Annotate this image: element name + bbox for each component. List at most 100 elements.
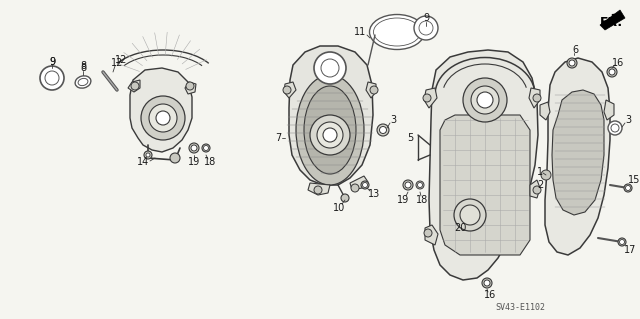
Circle shape: [380, 127, 387, 133]
Circle shape: [321, 59, 339, 77]
Polygon shape: [600, 10, 625, 30]
Circle shape: [314, 52, 346, 84]
Circle shape: [370, 86, 378, 94]
Circle shape: [146, 153, 150, 157]
Polygon shape: [350, 176, 368, 190]
Text: 7: 7: [275, 133, 281, 143]
Text: 11: 11: [354, 27, 366, 37]
Text: 10: 10: [333, 203, 345, 213]
Polygon shape: [425, 225, 438, 245]
Text: 6: 6: [572, 45, 578, 55]
Polygon shape: [604, 100, 614, 120]
Text: 8: 8: [80, 61, 86, 71]
Ellipse shape: [369, 14, 424, 49]
Circle shape: [341, 194, 349, 202]
Polygon shape: [284, 82, 296, 98]
Circle shape: [202, 144, 210, 152]
Polygon shape: [530, 180, 540, 198]
Text: 9: 9: [49, 57, 55, 67]
Circle shape: [45, 71, 59, 85]
Text: 15: 15: [628, 175, 640, 185]
Circle shape: [417, 182, 422, 188]
Circle shape: [477, 92, 493, 108]
Circle shape: [361, 181, 369, 189]
Circle shape: [533, 94, 541, 102]
Ellipse shape: [78, 78, 88, 85]
Circle shape: [618, 238, 626, 246]
Circle shape: [189, 143, 199, 153]
Polygon shape: [540, 102, 550, 120]
Circle shape: [454, 199, 486, 231]
Circle shape: [423, 94, 431, 102]
Polygon shape: [130, 68, 192, 152]
Polygon shape: [552, 90, 604, 215]
Text: 1: 1: [537, 167, 543, 177]
Text: 5: 5: [407, 133, 413, 143]
Circle shape: [314, 186, 322, 194]
Circle shape: [377, 124, 389, 136]
Circle shape: [283, 86, 291, 94]
Ellipse shape: [304, 86, 356, 174]
Polygon shape: [440, 115, 530, 255]
Circle shape: [541, 170, 551, 180]
Text: 18: 18: [416, 195, 428, 205]
Circle shape: [403, 180, 413, 190]
Polygon shape: [289, 46, 373, 185]
Circle shape: [141, 96, 185, 140]
Polygon shape: [429, 50, 538, 280]
Polygon shape: [366, 82, 376, 98]
Text: 17: 17: [624, 245, 636, 255]
Circle shape: [414, 16, 438, 40]
Text: 9: 9: [423, 13, 429, 23]
Circle shape: [569, 60, 575, 66]
Ellipse shape: [75, 76, 91, 88]
Text: 9: 9: [49, 57, 55, 67]
Text: 19: 19: [188, 157, 200, 167]
Text: FR.: FR.: [600, 16, 623, 28]
Circle shape: [624, 184, 632, 192]
Circle shape: [362, 182, 367, 188]
Text: 19: 19: [397, 195, 409, 205]
Circle shape: [609, 69, 615, 75]
Circle shape: [405, 182, 411, 188]
Polygon shape: [308, 183, 330, 195]
Circle shape: [424, 229, 432, 237]
Circle shape: [170, 153, 180, 163]
Circle shape: [620, 240, 625, 244]
Circle shape: [419, 21, 433, 35]
Polygon shape: [128, 80, 140, 92]
Circle shape: [471, 86, 499, 114]
Polygon shape: [424, 88, 437, 108]
Text: SV43-E1102: SV43-E1102: [495, 303, 545, 313]
Circle shape: [608, 121, 622, 135]
Circle shape: [317, 122, 343, 148]
Text: 16: 16: [484, 290, 496, 300]
Circle shape: [484, 280, 490, 286]
Circle shape: [186, 82, 194, 90]
Ellipse shape: [374, 18, 420, 46]
Polygon shape: [185, 82, 196, 94]
Circle shape: [149, 104, 177, 132]
Circle shape: [416, 181, 424, 189]
Circle shape: [567, 58, 577, 68]
Text: 3: 3: [390, 115, 396, 125]
Circle shape: [460, 205, 480, 225]
Text: 14: 14: [137, 157, 149, 167]
Circle shape: [191, 145, 197, 151]
Text: 2: 2: [537, 180, 543, 190]
Circle shape: [131, 82, 139, 90]
Text: 8: 8: [80, 63, 86, 73]
Polygon shape: [529, 88, 540, 108]
Circle shape: [611, 124, 619, 132]
Circle shape: [482, 278, 492, 288]
Text: 20: 20: [454, 223, 466, 233]
Ellipse shape: [296, 75, 364, 185]
Text: 13: 13: [368, 189, 380, 199]
Circle shape: [310, 115, 350, 155]
Circle shape: [607, 67, 617, 77]
Text: 16: 16: [612, 58, 624, 68]
Circle shape: [156, 111, 170, 125]
Circle shape: [463, 78, 507, 122]
Circle shape: [144, 151, 152, 159]
Circle shape: [533, 186, 541, 194]
